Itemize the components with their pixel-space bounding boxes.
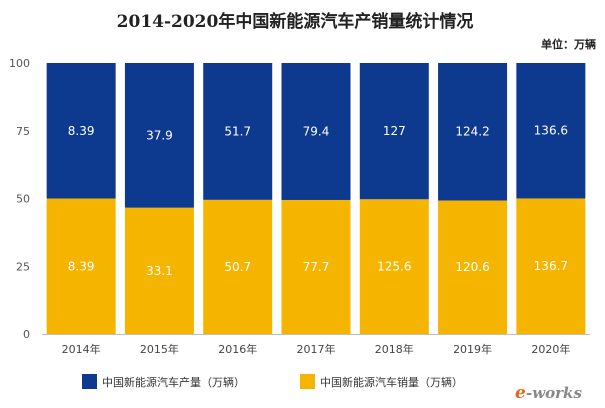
data-label: 125.6 [377,260,411,274]
y-axis: 0 25 50 75 100 [9,57,30,341]
y-tick-label: 100 [9,57,30,70]
x-tick-label: 2020年 [531,342,570,356]
data-label: 77.7 [303,260,330,274]
data-label: 8.39 [68,124,95,138]
bar-segment-sales [281,199,351,334]
svg-text:-works: -works [526,384,582,402]
bar-segment-production [516,63,586,199]
legend: 中国新能源汽车产量（万辆） 中国新能源汽车销量（万辆） [82,374,463,389]
bar-segment-production [281,63,351,200]
legend-swatch [300,374,315,389]
bar-segment-sales [46,198,116,334]
data-label: 120.6 [455,260,489,274]
x-tick-label: 2019年 [453,342,492,356]
y-tick-label: 0 [23,328,30,341]
bar-segment-sales [124,207,194,334]
unit-note: 单位：万辆 [541,37,596,51]
y-tick-label: 75 [16,125,30,138]
bar-segment-sales [203,199,273,334]
data-label: 51.7 [224,124,251,138]
x-tick-label: 2016年 [218,342,257,356]
bar-segment-production [124,63,194,208]
legend-label: 中国新能源汽车产量（万辆） [102,375,245,389]
x-tick-label: 2015年 [140,342,179,356]
data-label: 37.9 [146,128,173,142]
data-label: 33.1 [146,264,173,278]
data-label: 136.6 [534,124,568,138]
legend-label: 中国新能源汽车销量（万辆） [320,375,463,389]
y-tick-label: 25 [16,260,30,273]
x-tick-label: 2018年 [375,342,414,356]
bar-segment-sales [516,198,586,334]
bar-segment-production [46,63,116,199]
bar-segment-production [438,63,508,201]
bars: 8.39 8.39 33.1 37.9 50.7 51.7 77.7 79.4 125.6 127… [46,63,586,334]
data-label: 79.4 [303,124,330,138]
x-axis: 2014年 2015年 2016年 2017年 2018年 2019年 2020年 [62,342,571,356]
data-label: 136.7 [534,259,568,273]
e-works-logo: e -works [515,383,582,403]
bar-segment-production [203,63,273,200]
data-label: 127 [383,124,406,138]
y-tick-label: 50 [16,193,30,206]
x-tick-label: 2014年 [62,342,101,356]
legend-swatch [82,374,97,389]
data-label: 50.7 [224,260,251,274]
x-tick-label: 2017年 [297,342,336,356]
data-label: 124.2 [455,125,489,139]
bar-segment-production [359,63,429,200]
chart-title: 2014-2020年中国新能源汽车产销量统计情况 [117,11,474,32]
svg-text:e: e [515,383,526,403]
bar-segment-sales [438,200,508,334]
data-label: 8.39 [68,259,95,273]
bar-segment-sales [359,199,429,334]
